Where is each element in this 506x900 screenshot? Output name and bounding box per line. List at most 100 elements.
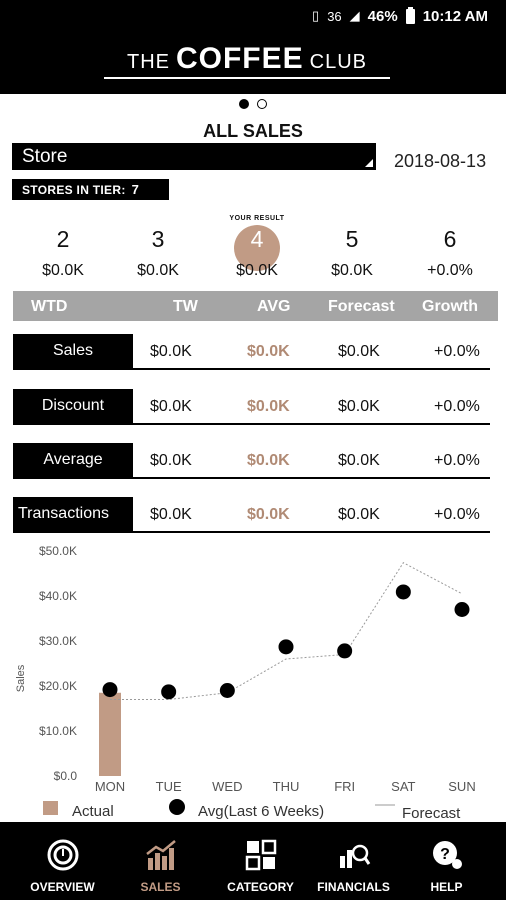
svg-text:?: ?: [440, 846, 450, 863]
header-avg: AVG: [257, 298, 291, 315]
metric-growth: +0.0%: [434, 506, 480, 523]
metric-tw: $0.0K: [150, 506, 192, 523]
metric-forecast: $0.0K: [338, 506, 380, 523]
metric-tw: $0.0K: [150, 343, 192, 360]
avg-point: [395, 584, 411, 600]
legend-avg-swatch: [169, 799, 185, 815]
header-growth: Growth: [422, 298, 478, 315]
status-bar: ▯ 36 ◢ 46% 10:12 AM: [0, 0, 506, 32]
header-tw: TW: [173, 298, 198, 315]
x-tick-label: SAT: [391, 779, 415, 794]
avg-point: [337, 643, 353, 659]
tier-count: 7: [131, 182, 140, 197]
metric-growth: +0.0%: [434, 452, 480, 469]
metric-row-discount[interactable]: Discount $0.0K $0.0K $0.0K +0.0%: [13, 389, 490, 425]
avg-point: [102, 682, 118, 698]
clock: 10:12 AM: [422, 7, 488, 25]
header-forecast: Forecast: [328, 298, 395, 315]
y-tick-label: $20.0K: [39, 679, 77, 693]
rank-item[interactable]: 6 +0.0%: [400, 222, 500, 280]
rank-item[interactable]: 5 $0.0K: [302, 222, 402, 280]
store-dropdown[interactable]: Store: [12, 143, 376, 170]
x-tick-label: THU: [273, 779, 300, 794]
metrics-table-header: WTD TW AVG Forecast Growth: [13, 291, 498, 321]
metric-avg: $0.0K: [247, 398, 290, 415]
legend-actual-swatch: [43, 801, 58, 815]
battery-percent: 46%: [367, 7, 398, 25]
avg-point: [219, 683, 235, 698]
nav-label: SALES: [140, 880, 181, 894]
overview-icon: [47, 839, 79, 871]
brand-coffee: COFFEE: [175, 42, 304, 75]
y-axis-label: Sales: [15, 664, 27, 692]
store-dropdown-value: Store: [22, 146, 68, 167]
page-dot-active[interactable]: [239, 99, 249, 109]
nav-financials[interactable]: FINANCIALS: [303, 822, 404, 900]
nav-category[interactable]: CATEGORY: [210, 822, 311, 900]
page-indicator: [0, 99, 506, 109]
metric-avg: $0.0K: [247, 452, 290, 469]
help-icon: ?: [433, 841, 462, 869]
rank-value: $0.0K: [331, 262, 373, 279]
rank-number: 4: [250, 226, 264, 252]
category-icon: [245, 839, 277, 871]
x-tick-label: WED: [212, 779, 242, 794]
metric-row-transactions[interactable]: Transactions $0.0K $0.0K $0.0K +0.0%: [13, 497, 490, 533]
avg-point: [161, 684, 177, 700]
rank-value: $0.0K: [42, 262, 84, 279]
rank-value: $0.0K: [236, 262, 278, 279]
your-result-circle: [234, 225, 280, 271]
nav-label: FINANCIALS: [317, 880, 390, 894]
legend-actual-label: Actual: [72, 803, 114, 820]
rank-number: 3: [151, 226, 165, 252]
page-dot-inactive[interactable]: [257, 99, 267, 109]
metric-row-sales[interactable]: Sales $0.0K $0.0K $0.0K +0.0%: [13, 334, 490, 370]
metric-label: Sales: [13, 334, 133, 368]
nav-overview[interactable]: OVERVIEW: [12, 822, 113, 900]
your-result-label: YOUR RESULT: [229, 215, 285, 222]
tier-label: STORES IN TIER:: [22, 183, 126, 197]
metric-label: Transactions: [13, 497, 133, 531]
rank-value: $0.0K: [137, 262, 179, 279]
header-wtd: WTD: [31, 298, 68, 315]
metric-avg: $0.0K: [247, 343, 290, 360]
weekly-sales-chart: $0.0 $10.0K $20.0K $30.0K $40.0K $50.0K Sales M…: [0, 540, 506, 822]
metric-growth: +0.0%: [434, 343, 480, 360]
y-tick-label: $0.0: [54, 769, 78, 783]
page-title: ALL SALES: [203, 121, 303, 141]
nav-label: CATEGORY: [227, 880, 294, 894]
bottom-nav: OVERVIEW SALES CATEGORY FINANCIALS: [0, 822, 506, 900]
brand-header: THE COFFEE CLUB: [0, 32, 506, 94]
rank-value: +0.0%: [427, 262, 473, 279]
x-tick-label: FRI: [334, 779, 355, 794]
rank-item-current[interactable]: 4 $0.0K: [207, 222, 307, 280]
y-tick-label: $50.0K: [39, 544, 77, 558]
brand-club: CLUB: [309, 51, 368, 73]
x-tick-label: TUE: [156, 779, 182, 794]
brand-underline: [104, 77, 390, 79]
bar-actual: [99, 692, 121, 776]
financials-icon: [340, 844, 371, 868]
metric-row-average[interactable]: Average $0.0K $0.0K $0.0K +0.0%: [13, 443, 490, 479]
stores-in-tier-badge: STORES IN TIER: 7: [12, 179, 169, 200]
sales-icon: [146, 840, 176, 870]
x-tick-label: MON: [95, 779, 125, 794]
nav-help[interactable]: ? HELP: [396, 822, 497, 900]
rank-item[interactable]: 2 $0.0K: [13, 222, 113, 280]
battery-icon: [405, 6, 415, 24]
nav-sales[interactable]: SALES: [110, 822, 211, 900]
brand-logo: THE COFFEE CLUB: [104, 42, 390, 76]
metric-tw: $0.0K: [150, 452, 192, 469]
y-tick-label: $40.0K: [39, 589, 77, 603]
metric-tw: $0.0K: [150, 398, 192, 415]
rank-number: 6: [443, 226, 457, 252]
signal-icon: ◢: [349, 8, 360, 23]
metric-growth: +0.0%: [434, 398, 480, 415]
nav-label: OVERVIEW: [30, 880, 95, 894]
legend-forecast-label: Forecast: [402, 805, 461, 822]
rank-number: 5: [345, 226, 359, 252]
rank-item[interactable]: 3 $0.0K: [108, 222, 208, 280]
report-date[interactable]: 2018-08-13: [394, 151, 487, 171]
x-tick-label: SUN: [448, 779, 475, 794]
y-tick-label: $30.0K: [39, 634, 77, 648]
